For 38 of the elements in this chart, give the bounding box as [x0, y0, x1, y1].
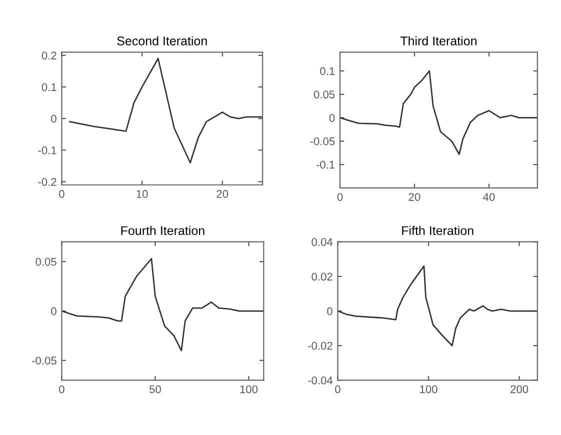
x-tick-label: 40	[483, 193, 495, 201]
x-tick-label: 20	[216, 190, 228, 198]
y-tick-label: -0.2	[38, 178, 56, 186]
y-tick-label: 0	[329, 114, 335, 122]
x-tick-label: 20	[408, 193, 420, 201]
line-series	[62, 258, 264, 352]
y-tick-label: 0.2	[42, 52, 56, 60]
y-tick-label: 0	[327, 307, 332, 316]
y-tick-label: 0	[51, 307, 56, 316]
y-tick-label: -0.1	[316, 160, 335, 169]
chart-title: Fifth Iteration	[402, 226, 474, 236]
line-series	[69, 58, 263, 164]
x-tick-label: 0	[335, 385, 340, 394]
chart-title: Third Iteration	[400, 36, 476, 46]
x-tick-label: 200	[510, 385, 528, 394]
chart-title: Fourth Iteration	[121, 226, 204, 236]
y-tick-label: 0.04	[312, 238, 333, 246]
y-tick-label: -0.05	[310, 137, 335, 146]
y-tick-label: -0.1	[38, 146, 56, 154]
x-tick-label: 0	[59, 190, 64, 198]
y-tick-label: 0.02	[312, 272, 332, 281]
y-tick-label: 0.05	[314, 90, 335, 98]
x-tick-label: 100	[240, 385, 258, 394]
y-tick-label: -0.02	[308, 342, 332, 350]
x-tick-label: 0	[337, 193, 343, 201]
x-tick-label: 50	[149, 385, 161, 394]
y-tick-label: 0.1	[320, 67, 335, 76]
y-tick-label: -0.05	[32, 356, 56, 365]
x-tick-label: 10	[136, 190, 148, 198]
x-tick-label: 100	[420, 385, 438, 394]
y-tick-label: 0.05	[36, 258, 56, 266]
x-tick-label: 0	[59, 385, 64, 394]
chart-title: Second Iteration	[117, 36, 207, 46]
y-tick-label: 0	[51, 114, 56, 123]
y-tick-label: 0.1	[42, 83, 56, 92]
line-series	[340, 70, 538, 155]
line-series	[338, 265, 538, 346]
y-tick-label: -0.04	[308, 376, 333, 384]
